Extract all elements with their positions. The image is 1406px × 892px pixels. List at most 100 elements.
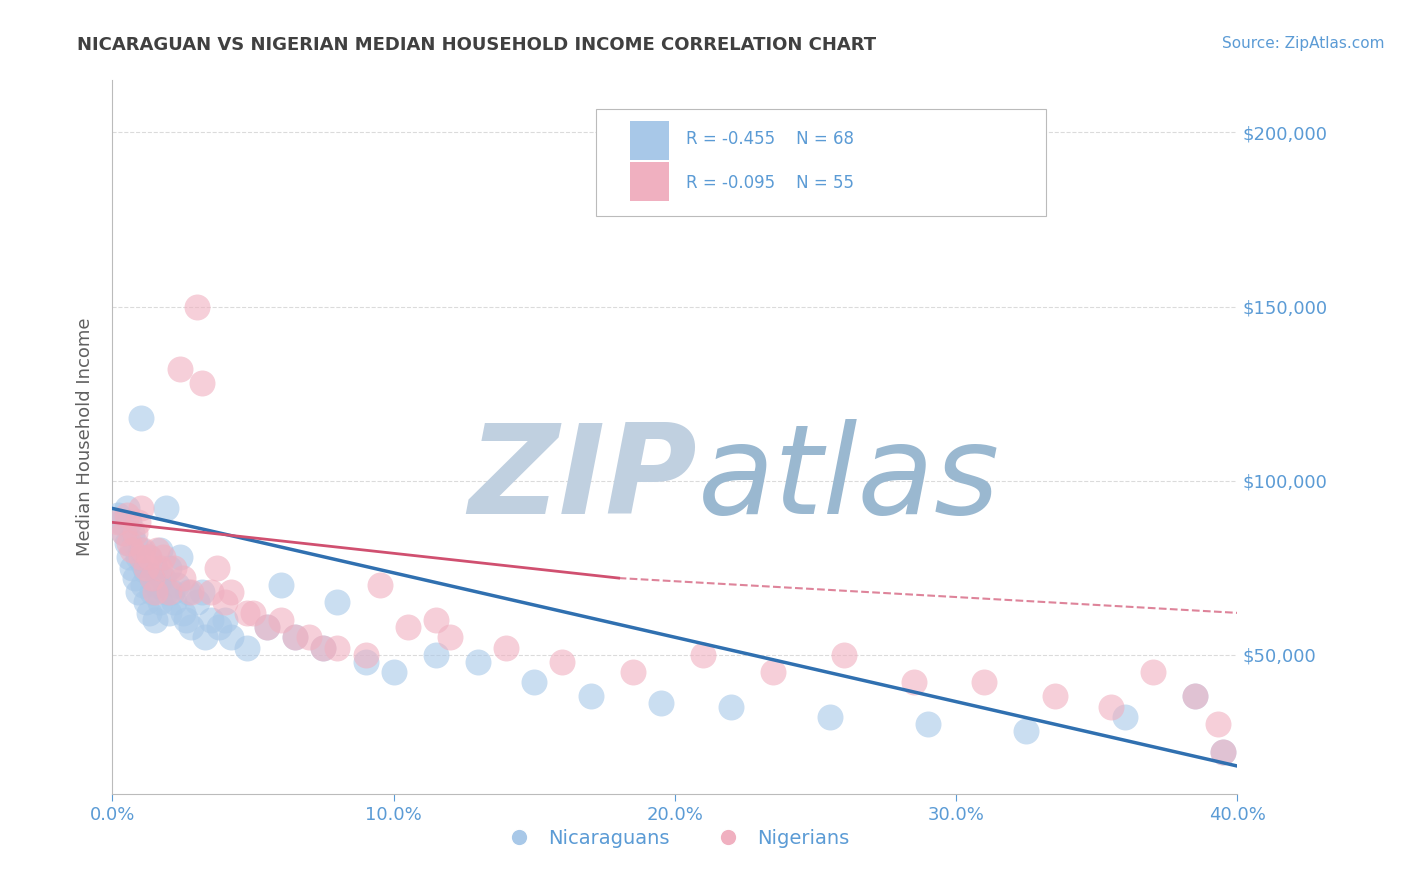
Bar [630, 121, 669, 161]
FancyBboxPatch shape [596, 109, 1046, 216]
Point [157, 560, 180, 574]
Point [169, 550, 191, 565]
Point [124, 536, 146, 550]
Point [1142, 665, 1164, 679]
Point [973, 675, 995, 690]
Point [138, 606, 160, 620]
Point [621, 665, 644, 679]
Point [832, 648, 855, 662]
Point [439, 630, 461, 644]
Point [172, 606, 194, 620]
Bar [630, 162, 669, 202]
Point [312, 640, 335, 655]
Point [236, 640, 259, 655]
Point [118, 550, 141, 565]
Point [1015, 724, 1038, 739]
Point [127, 585, 149, 599]
Point [129, 411, 152, 425]
Point [121, 560, 143, 574]
Point [138, 550, 160, 565]
Text: ZIP: ZIP [468, 419, 697, 541]
Point [143, 613, 166, 627]
Point [214, 595, 236, 609]
Point [579, 690, 602, 704]
Point [312, 640, 335, 655]
Point [692, 648, 714, 662]
Point [762, 665, 785, 679]
Point [1206, 717, 1229, 731]
Point [1043, 690, 1066, 704]
Point [256, 620, 278, 634]
Point [141, 585, 163, 599]
Point [141, 571, 163, 585]
Point [205, 560, 228, 574]
Text: NICARAGUAN VS NIGERIAN MEDIAN HOUSEHOLD INCOME CORRELATION CHART: NICARAGUAN VS NIGERIAN MEDIAN HOUSEHOLD … [77, 36, 876, 54]
Point [118, 516, 141, 530]
Point [326, 595, 349, 609]
Point [1212, 745, 1234, 759]
Point [326, 640, 349, 655]
Point [186, 300, 208, 314]
Point [160, 585, 183, 599]
Point [425, 613, 447, 627]
Point [551, 655, 574, 669]
Point [121, 525, 143, 540]
Point [135, 595, 157, 609]
Point [115, 508, 138, 523]
Point [124, 571, 146, 585]
Point [1184, 690, 1206, 704]
Point [107, 508, 129, 523]
Point [200, 585, 222, 599]
Point [121, 543, 143, 558]
Point [132, 543, 155, 558]
Text: R = -0.455    N = 68: R = -0.455 N = 68 [686, 130, 853, 148]
Point [132, 578, 155, 592]
Point [169, 362, 191, 376]
Point [174, 613, 197, 627]
Point [1212, 745, 1234, 759]
Point [354, 648, 377, 662]
Point [180, 585, 202, 599]
Point [1184, 690, 1206, 704]
Text: atlas: atlas [697, 419, 1000, 541]
Point [110, 516, 132, 530]
Point [720, 699, 742, 714]
Legend: Nicaraguans, Nigerians: Nicaraguans, Nigerians [492, 821, 858, 855]
Point [152, 571, 174, 585]
Point [146, 578, 169, 592]
Point [143, 560, 166, 574]
Point [200, 613, 222, 627]
Point [650, 697, 672, 711]
Point [354, 655, 377, 669]
Point [236, 606, 259, 620]
Point [186, 595, 208, 609]
Point [382, 665, 405, 679]
Point [112, 525, 135, 540]
Point [163, 560, 186, 574]
Point [1114, 710, 1136, 724]
Point [284, 630, 307, 644]
Point [135, 560, 157, 574]
Point [149, 543, 172, 558]
Point [157, 585, 180, 599]
Point [242, 606, 264, 620]
Point [467, 655, 489, 669]
Point [149, 560, 172, 574]
Point [155, 585, 177, 599]
Point [129, 543, 152, 558]
Point [270, 613, 292, 627]
Point [219, 630, 242, 644]
Point [141, 571, 163, 585]
Point [115, 536, 138, 550]
Point [219, 585, 242, 599]
Point [256, 620, 278, 634]
Point [523, 675, 546, 690]
Point [194, 630, 217, 644]
Point [818, 710, 841, 724]
Point [129, 550, 152, 565]
Point [129, 501, 152, 516]
Point [396, 620, 419, 634]
Point [166, 578, 188, 592]
Point [127, 516, 149, 530]
Point [135, 564, 157, 578]
